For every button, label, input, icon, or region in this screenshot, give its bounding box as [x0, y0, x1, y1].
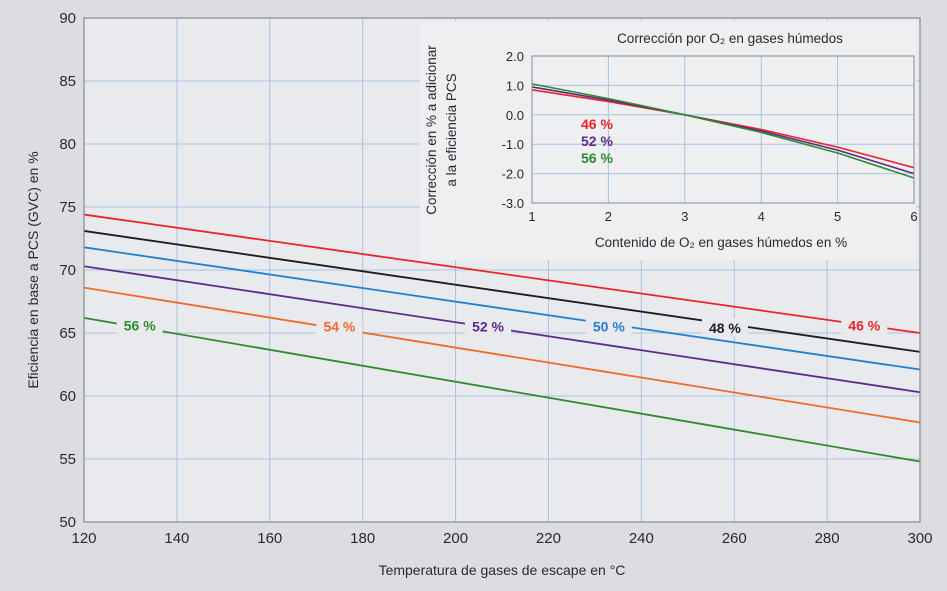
- inset-x-tick-label: 1: [528, 209, 535, 224]
- inset-y-tick-label: 2.0: [506, 49, 524, 64]
- inset-legend-entry: 56 %: [581, 150, 613, 166]
- series-label: 46 %: [848, 317, 880, 333]
- series-label: 50 %: [593, 319, 625, 335]
- series-label-backdrop: [116, 315, 163, 334]
- main-series-group: [83, 213, 921, 463]
- x-tick-label: 300: [907, 530, 932, 547]
- inset-y-tick-label: 0.0: [506, 108, 524, 123]
- x-tick-label: 260: [722, 530, 747, 547]
- inset-x-tick-label: 2: [605, 209, 612, 224]
- main-series-labels: 56 % 54 % 52 % 50 % 48 % 46 %: [116, 315, 888, 336]
- series-line: [83, 230, 921, 353]
- x-tick-label: 180: [350, 530, 375, 547]
- y-tick-label: 90: [59, 10, 76, 27]
- series-label: 56 %: [124, 317, 156, 333]
- series-label-backdrop: [701, 317, 748, 336]
- series-label: 52 %: [472, 319, 504, 335]
- y-tick-label: 50: [59, 514, 76, 531]
- inset-legend-entry: 46 %: [581, 116, 613, 132]
- series-line: [83, 213, 921, 334]
- inset-legend: 46 %52 %56 %: [581, 116, 613, 166]
- plot-frame: [83, 17, 921, 523]
- y-tick-label: 75: [59, 199, 76, 216]
- y-tick-label: 70: [59, 262, 76, 279]
- series-label-backdrop: [316, 316, 363, 335]
- series-line: [83, 316, 921, 463]
- inset-y-tick-label: 1.0: [506, 78, 524, 93]
- y-tick-label: 60: [59, 388, 76, 405]
- series-line: [83, 286, 921, 424]
- inset-y-tick-label: -2.0: [502, 167, 524, 182]
- inset-y-axis-title-line1: Corrección en % a adicionar: [424, 45, 439, 215]
- y-tick-label: 85: [59, 73, 76, 90]
- inset-x-axis-title: Contenido de O₂ en gases húmedos en %: [595, 235, 847, 250]
- x-tick-label: 200: [443, 530, 468, 547]
- y-tick-label: 65: [59, 325, 76, 342]
- x-tick-label: 220: [536, 530, 561, 547]
- inset-panel: [420, 21, 916, 260]
- y-tick-label: 55: [59, 451, 76, 468]
- inset-y-tick-label: -1.0: [502, 137, 524, 152]
- inset-series-line: [531, 83, 915, 179]
- series-label-backdrop: [585, 316, 632, 335]
- inset-x-tick-label: 5: [834, 209, 841, 224]
- inset-plot-frame: [531, 55, 915, 204]
- inset-tick-labels: 1 2 3 4 5 6 2.0 1.0 0.0 -1.0 -2.0 -3.0: [502, 49, 918, 224]
- x-axis-title: Temperatura de gases de escape en °C: [379, 562, 626, 578]
- inset-y-tick-label: -3.0: [502, 196, 524, 211]
- series-line: [83, 246, 921, 371]
- inset-x-tick-label: 3: [681, 209, 688, 224]
- y-tick-label: 80: [59, 136, 76, 153]
- inset-title: Corrección por O₂ en gases húmedos: [617, 31, 843, 46]
- x-tick-label: 240: [629, 530, 654, 547]
- x-tick-label: 120: [71, 530, 96, 547]
- x-tick-label: 160: [257, 530, 282, 547]
- series-label-backdrop: [465, 316, 512, 335]
- inset-legend-entry: 52 %: [581, 133, 613, 149]
- series-label: 54 %: [323, 319, 355, 335]
- x-tick-label: 140: [164, 530, 189, 547]
- inset-x-tick-label: 6: [910, 209, 917, 224]
- inset-series-group: [531, 83, 915, 179]
- inset-x-tick-label: 4: [758, 209, 765, 224]
- y-axis-title: Eficiencia en base a PCS (GVC) en %: [25, 151, 41, 388]
- inset-y-axis-title-line2: a la eficiencia PCS: [444, 73, 459, 186]
- x-tick-label: 280: [815, 530, 840, 547]
- main-tick-labels: 120 140 160 180 200 220 240 260 280 3005055606570…: [59, 10, 932, 547]
- series-label: 48 %: [709, 320, 741, 336]
- series-label-backdrop: [841, 315, 888, 334]
